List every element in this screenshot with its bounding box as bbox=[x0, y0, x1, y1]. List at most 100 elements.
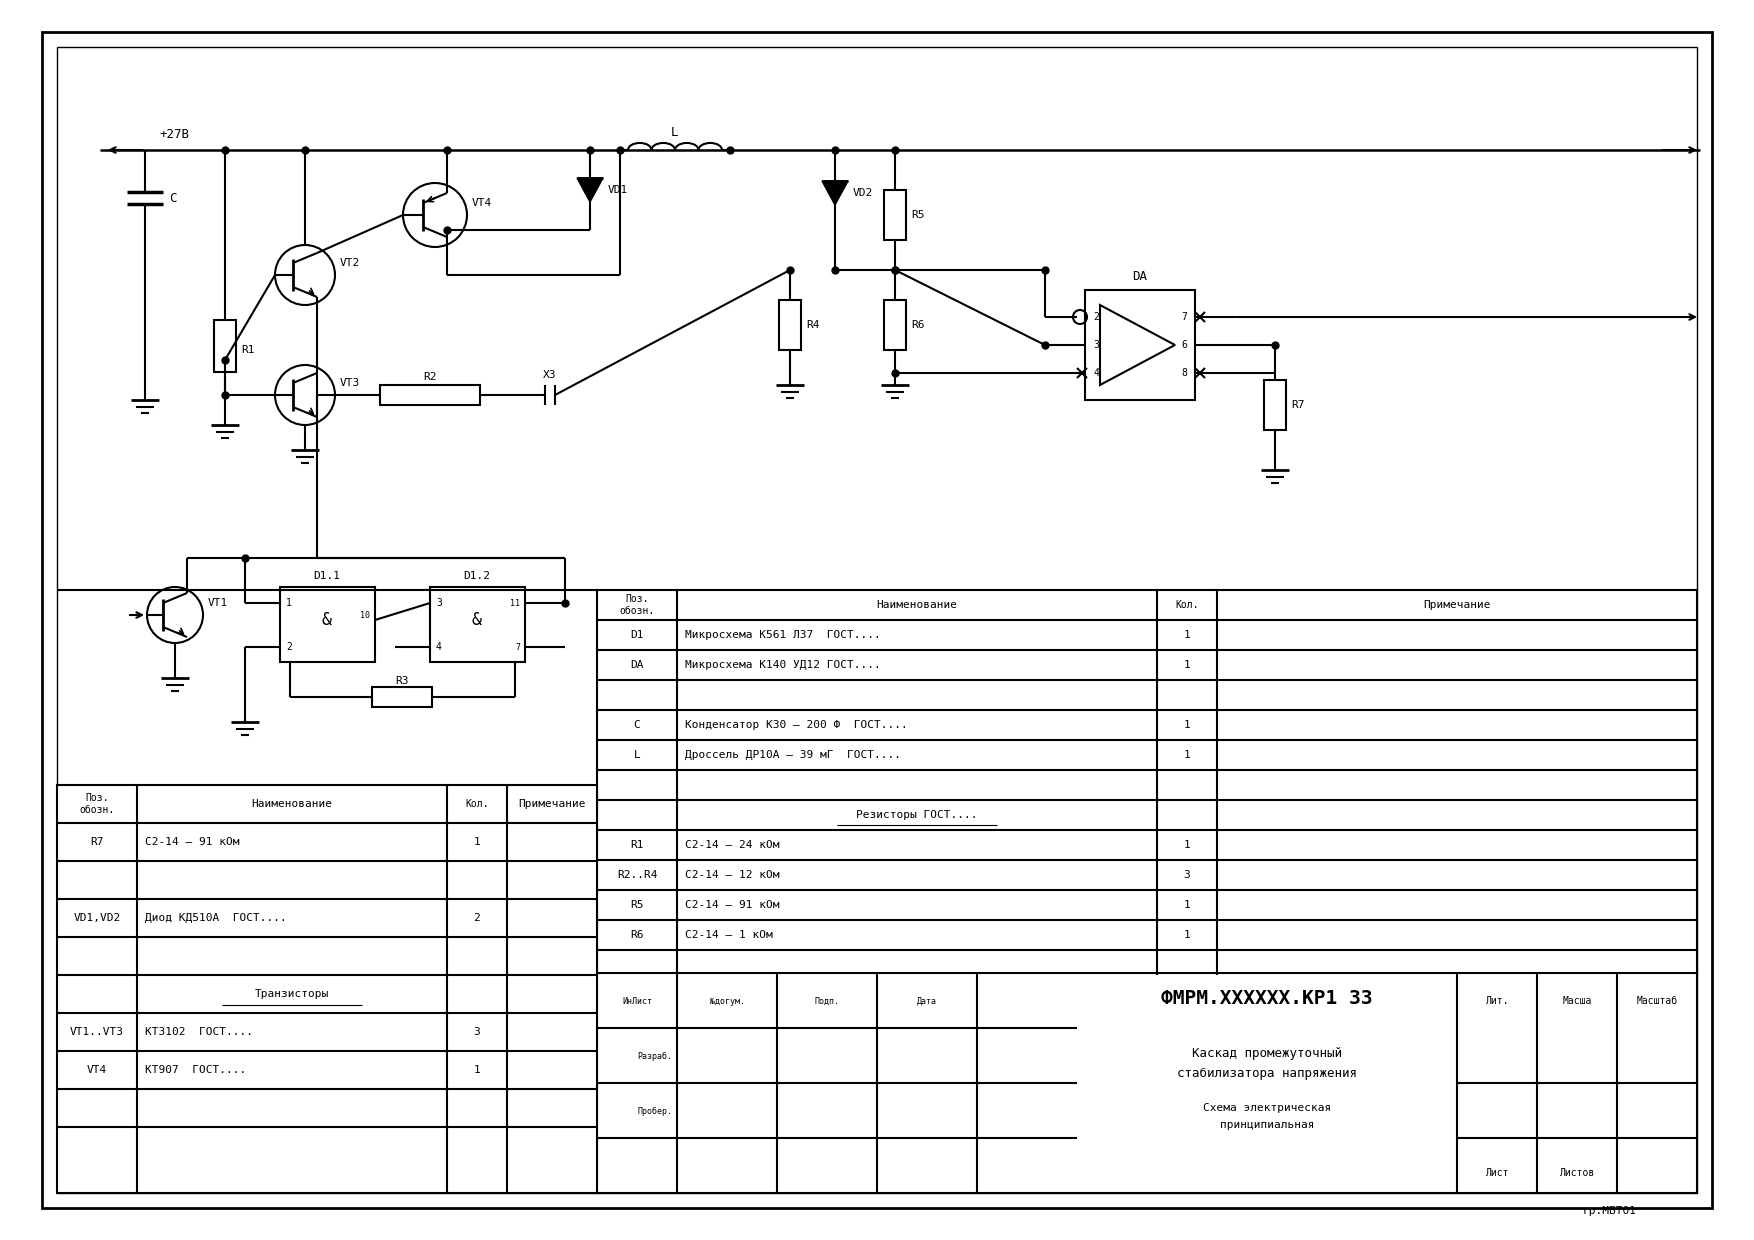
Text: 3: 3 bbox=[1093, 340, 1098, 350]
Text: Резисторы ГОСТ....: Резисторы ГОСТ.... bbox=[856, 810, 977, 820]
Bar bbox=[430, 587, 524, 662]
Text: DA: DA bbox=[1133, 269, 1147, 283]
Text: Поз.
обозн.: Поз. обозн. bbox=[79, 794, 114, 815]
Text: Кол.: Кол. bbox=[465, 799, 489, 808]
Text: R3: R3 bbox=[395, 676, 409, 686]
Text: С2-14 – 12 кОм: С2-14 – 12 кОм bbox=[686, 870, 779, 880]
Bar bbox=[1086, 290, 1194, 401]
Text: 7: 7 bbox=[1180, 312, 1187, 322]
Text: С2-14 – 91 кОм: С2-14 – 91 кОм bbox=[686, 900, 779, 910]
Text: VT1: VT1 bbox=[209, 598, 228, 608]
Bar bbox=[596, 590, 1698, 975]
Text: 1: 1 bbox=[286, 598, 291, 608]
Bar bbox=[56, 785, 596, 1193]
Text: 1: 1 bbox=[474, 1065, 481, 1075]
Text: 7: 7 bbox=[516, 642, 519, 651]
Text: VT4: VT4 bbox=[472, 198, 493, 208]
Text: R7: R7 bbox=[1291, 401, 1305, 410]
Text: R1: R1 bbox=[240, 345, 254, 355]
Text: R6: R6 bbox=[910, 320, 924, 330]
Text: Микросхема К561 ЛЗ7  ГОСТ....: Микросхема К561 ЛЗ7 ГОСТ.... bbox=[686, 630, 881, 640]
Text: R6: R6 bbox=[630, 930, 644, 940]
Text: ФМРМ.XXXXXX.КР1 33: ФМРМ.XXXXXX.КР1 33 bbox=[1161, 988, 1373, 1007]
Text: 2: 2 bbox=[1093, 312, 1098, 322]
Text: 1: 1 bbox=[1184, 839, 1191, 849]
Text: КТ3102  ГОСТ....: КТ3102 ГОСТ.... bbox=[146, 1027, 253, 1037]
Text: 11: 11 bbox=[510, 599, 519, 608]
Text: &: & bbox=[472, 611, 482, 629]
Text: стабилизатора напряжения: стабилизатора напряжения bbox=[1177, 1066, 1358, 1080]
Text: 1: 1 bbox=[474, 837, 481, 847]
Bar bbox=[372, 687, 431, 707]
Text: С2-14 – 91 кОм: С2-14 – 91 кОм bbox=[146, 837, 240, 847]
Text: Диод КД510А  ГОСТ....: Диод КД510А ГОСТ.... bbox=[146, 913, 286, 923]
Text: D1: D1 bbox=[630, 630, 644, 640]
Text: R1: R1 bbox=[630, 839, 644, 849]
Text: DA: DA bbox=[630, 660, 644, 670]
Text: Примечание: Примечание bbox=[1422, 600, 1491, 610]
Text: L: L bbox=[672, 125, 679, 139]
Bar bbox=[381, 384, 481, 405]
Text: Листов: Листов bbox=[1559, 1168, 1594, 1178]
Text: принципиальная: принципиальная bbox=[1219, 1120, 1314, 1130]
Text: Разраб.: Разраб. bbox=[637, 1052, 672, 1060]
Text: 1: 1 bbox=[1184, 930, 1191, 940]
Text: Микросхема К140 УД12 ГОСТ....: Микросхема К140 УД12 ГОСТ.... bbox=[686, 660, 881, 670]
Bar bbox=[779, 300, 802, 350]
Text: Наименование: Наименование bbox=[877, 600, 958, 610]
Bar bbox=[1265, 379, 1286, 430]
Text: Кол.: Кол. bbox=[1175, 600, 1198, 610]
Text: №догум.: №догум. bbox=[710, 997, 744, 1006]
Text: C: C bbox=[633, 720, 640, 730]
Text: 3: 3 bbox=[474, 1027, 481, 1037]
Text: Поз.
обозн.: Поз. обозн. bbox=[619, 594, 654, 616]
Text: С2-14 – 24 кОм: С2-14 – 24 кОм bbox=[686, 839, 779, 849]
Text: 10: 10 bbox=[360, 610, 370, 620]
Text: Масша: Масша bbox=[1563, 996, 1591, 1006]
Text: VT2: VT2 bbox=[340, 258, 360, 268]
Text: ИнЛист: ИнЛист bbox=[623, 997, 652, 1006]
Text: VT1..VT3: VT1..VT3 bbox=[70, 1027, 125, 1037]
Text: R7: R7 bbox=[89, 837, 103, 847]
Text: Дроссель ДР10А – 39 мГ  ГОСТ....: Дроссель ДР10А – 39 мГ ГОСТ.... bbox=[686, 750, 902, 760]
Text: С2-14 – 1 кОм: С2-14 – 1 кОм bbox=[686, 930, 774, 940]
Text: &: & bbox=[323, 611, 332, 629]
Text: R4: R4 bbox=[807, 320, 819, 330]
Polygon shape bbox=[577, 179, 603, 202]
Text: Дата: Дата bbox=[917, 997, 937, 1006]
Polygon shape bbox=[823, 181, 847, 205]
Text: 3: 3 bbox=[437, 598, 442, 608]
Text: R2..R4: R2..R4 bbox=[617, 870, 658, 880]
Bar bbox=[281, 587, 375, 662]
Text: Каскад промежуточный: Каскад промежуточный bbox=[1193, 1047, 1342, 1059]
Text: X3: X3 bbox=[544, 370, 556, 379]
Text: VD2: VD2 bbox=[852, 188, 873, 198]
Text: Конденсатор К30 – 200 Ф  ГОСТ....: Конденсатор К30 – 200 Ф ГОСТ.... bbox=[686, 720, 909, 730]
Text: 1: 1 bbox=[1184, 750, 1191, 760]
Text: Лит.: Лит. bbox=[1486, 996, 1508, 1006]
Text: C: C bbox=[168, 191, 177, 205]
Text: 8: 8 bbox=[1180, 368, 1187, 378]
Text: L: L bbox=[633, 750, 640, 760]
Text: Схема электрическая: Схема электрическая bbox=[1203, 1104, 1331, 1114]
Text: 1: 1 bbox=[1184, 720, 1191, 730]
Bar bbox=[214, 320, 237, 372]
Text: Примечание: Примечание bbox=[517, 799, 586, 808]
Text: VT4: VT4 bbox=[88, 1065, 107, 1075]
Text: 6: 6 bbox=[1180, 340, 1187, 350]
Text: R5: R5 bbox=[630, 900, 644, 910]
Text: D1.1: D1.1 bbox=[314, 570, 340, 582]
Text: 4: 4 bbox=[1093, 368, 1098, 378]
Text: +27B: +27B bbox=[160, 128, 189, 140]
Bar bbox=[884, 190, 907, 241]
Text: VD1,VD2: VD1,VD2 bbox=[74, 913, 121, 923]
Text: VD1: VD1 bbox=[609, 185, 628, 195]
Text: Лист: Лист bbox=[1486, 1168, 1508, 1178]
Text: 3: 3 bbox=[1184, 870, 1191, 880]
Text: 4: 4 bbox=[437, 642, 442, 652]
Text: 1: 1 bbox=[1184, 900, 1191, 910]
Text: Подп.: Подп. bbox=[814, 997, 840, 1006]
Text: 1: 1 bbox=[1184, 660, 1191, 670]
Text: 1: 1 bbox=[1184, 630, 1191, 640]
Bar bbox=[884, 300, 907, 350]
